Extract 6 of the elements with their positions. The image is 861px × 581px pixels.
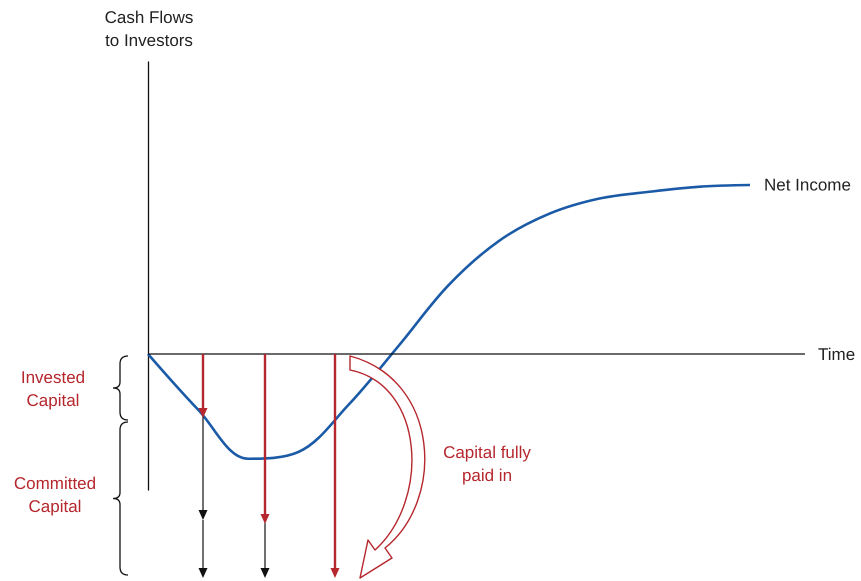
text: Cash Flows to Investors [104,7,194,52]
text: Invested Capital [20,367,86,412]
text: Committed Capital [12,473,98,518]
x-axis-title: Time [818,344,856,366]
series-label: Net Income [764,176,851,195]
annotation: Capital fully paid in [442,442,532,487]
